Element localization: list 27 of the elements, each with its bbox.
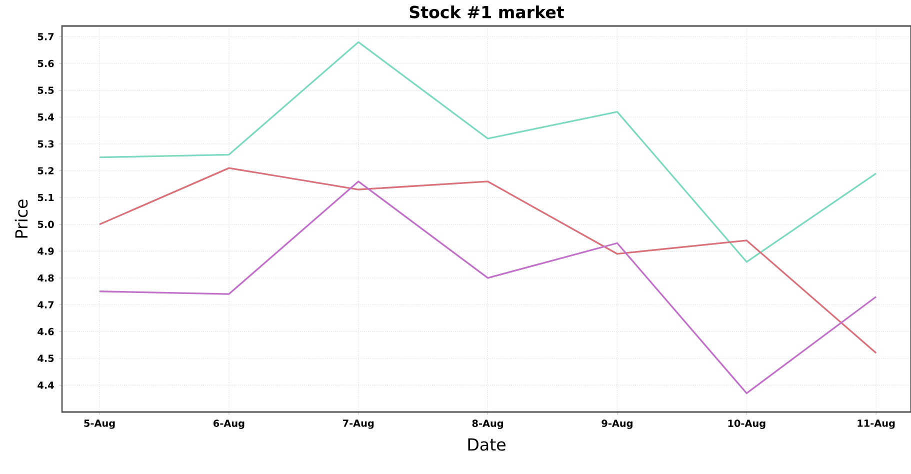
- x-tick-label: 9-Aug: [602, 420, 632, 429]
- y-tick-label: 4.7: [38, 301, 54, 308]
- x-tick-label: 11-Aug: [858, 420, 895, 429]
- line-series: [98, 41, 877, 263]
- line-series: [98, 180, 877, 394]
- x-tick-label: 8-Aug: [472, 420, 504, 429]
- y-tick-label: 4.4: [38, 382, 54, 389]
- y-tick-label: 5.1: [38, 194, 54, 202]
- x-tick-label: 7-Aug: [342, 420, 374, 429]
- y-tick-label: 4.8: [38, 274, 54, 282]
- line-series: [98, 167, 877, 354]
- x-tick-label: 10-Aug: [728, 420, 766, 429]
- y-tick-label: 4.5: [38, 354, 54, 362]
- y-tick-label: 5.3: [38, 140, 54, 148]
- y-tick-label: 5.7: [38, 33, 54, 40]
- y-tick-label: 5.0: [38, 220, 54, 228]
- y-tick-label: 5.2: [38, 167, 54, 174]
- x-axis-title: Date: [468, 438, 506, 451]
- x-tick-label: 5-Aug: [84, 420, 115, 429]
- y-tick-label: 5.5: [38, 86, 54, 94]
- y-tick-label: 4.6: [38, 328, 54, 336]
- x-tick-label: 6-Aug: [214, 420, 244, 429]
- y-tick-label: 5.4: [38, 114, 54, 121]
- y-tick-label: 5.6: [38, 60, 54, 68]
- chart-title: Stock #1 market: [410, 6, 564, 18]
- y-axis-title: Price: [14, 200, 28, 238]
- y-tick-label: 4.9: [38, 248, 54, 255]
